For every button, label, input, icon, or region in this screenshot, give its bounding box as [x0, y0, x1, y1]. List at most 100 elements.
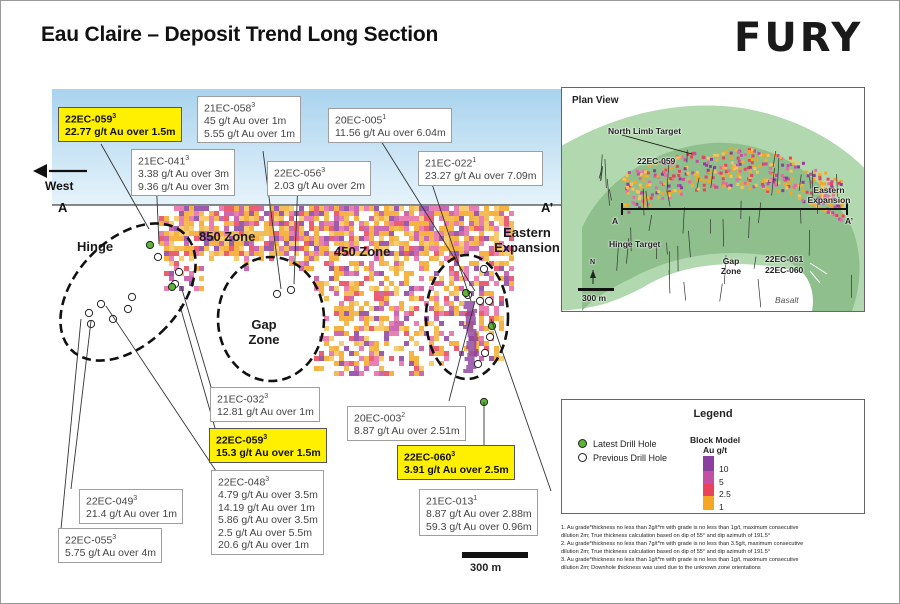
callout-hole-id: 22EC-0493: [86, 495, 138, 508]
legend-title: Legend: [693, 408, 733, 420]
zone-hinge: Hinge: [77, 239, 114, 254]
latest-drill-hole-marker: [145, 240, 155, 250]
previous-drill-hole-icon: [578, 453, 587, 462]
plan-scale: 300 m: [582, 293, 607, 303]
legend-latest: Latest Drill Hole: [578, 439, 657, 449]
footnote-line: dilution 2m; True thickness calculation …: [561, 549, 771, 555]
callout-hole-id: 21EC-0131: [426, 495, 478, 508]
block-model-value-10: 10: [719, 464, 729, 474]
latest-drill-hole-marker: [167, 282, 177, 292]
legend: Legend Latest Drill Hole Previous Drill …: [561, 399, 865, 514]
previous-drill-hole-marker: [127, 292, 137, 302]
callout-22ec-048: 22EC-0483 4.79 g/t Au over 3.5m 14.19 g/t …: [211, 470, 324, 555]
zone-gap: Gap Zone: [248, 317, 280, 347]
callout-intercept: 11.56 g/t Au over 6.04m: [335, 127, 446, 139]
callout-intercept: 15.3 g/t Au over 1.5m: [216, 447, 321, 459]
plan-view-inset: Plan View North Limb Target 22EC-059 Eas…: [561, 87, 865, 312]
plan-gap-zone: Gap Zone: [720, 256, 742, 276]
footnotes: 1. Au grade*thickness no less than 2g/t*…: [561, 524, 881, 572]
previous-drill-hole-marker: [479, 264, 489, 274]
callout-intercept: 2.5 g/t Au over 5.5m: [218, 526, 312, 539]
callout-22ec-059-b: 22EC-0593 15.3 g/t Au over 1.5m: [209, 428, 327, 463]
drill-holes: [84, 240, 497, 407]
plan-north-limb-target: North Limb Target: [608, 126, 682, 136]
callout-hole-id: 22EC-0593: [65, 113, 117, 126]
callout-hole-id: 20EC-0032: [354, 412, 406, 425]
callout-intercept: 59.3 g/t Au over 0.96m: [426, 520, 532, 533]
callout-intercept: 5.86 g/t Au over 3.5m: [218, 514, 318, 526]
figure-title: Eau Claire – Deposit Trend Long Section: [41, 23, 439, 46]
callout-intercept: 14.19 g/t Au over 1m: [218, 501, 315, 514]
block-model-value-1: 1: [719, 502, 724, 512]
previous-drill-hole-marker: [272, 289, 282, 299]
block-model-value-2-5: 2.5: [719, 489, 731, 499]
previous-drill-hole-marker: [286, 285, 296, 295]
previous-drill-hole-marker: [123, 304, 133, 314]
callout-22ec-056: 22EC-0563 2.03 g/t Au over 2m: [267, 161, 372, 196]
legend-previous: Previous Drill Hole: [578, 453, 667, 463]
callout-intercept: 22.77 g/t Au over 1.5m: [65, 126, 176, 138]
callout-20ec-005: 20EC-0051 11.56 g/t Au over 6.04m: [328, 108, 452, 143]
callout-hole-id: 22EC-0563: [274, 167, 326, 180]
footnote-line: dilution 2m; True thickness calculation …: [561, 533, 771, 539]
plan-view-map: [562, 105, 864, 311]
section-scale-label: 300 m: [470, 562, 502, 574]
west-label: West: [45, 179, 74, 193]
callout-intercept: 20.6 g/t Au over 1m: [218, 539, 310, 551]
previous-drill-hole-marker: [153, 252, 163, 262]
previous-drill-hole-marker: [96, 299, 106, 309]
callout-20ec-003: 20EC-0032 8.87 g/t Au over 2.51m: [347, 406, 466, 441]
callout-22ec-049: 22EC-0493 21.4 g/t Au over 1m: [79, 489, 184, 524]
plan-view-title: Plan View: [572, 95, 619, 106]
callout-intercept: 45 g/t Au over 1m: [204, 115, 287, 127]
footnote-line: 2. Au grade*thickness no less than 7g/t*…: [561, 541, 804, 547]
callout-hole-id: 22EC-0483: [218, 476, 270, 489]
plan-hole-22ec-060: 22EC-060: [765, 265, 804, 275]
previous-drill-hole-marker: [174, 267, 184, 277]
block-model-title: Block Model Au g/t: [690, 435, 741, 455]
plan-hinge-target: Hinge Target: [609, 239, 661, 249]
fury-logo: FURY: [734, 15, 864, 61]
callout-hole-id: 22EC-0603: [404, 451, 456, 464]
plan-hole-22ec-059: 22EC-059: [637, 156, 676, 166]
zone-850: 850 Zone: [199, 229, 256, 244]
callout-22ec-059-a: 22EC-0593 22.77 g/t Au over 1.5m: [58, 107, 182, 142]
callout-hole-id: 21EC-0221: [425, 157, 477, 170]
callout-21ec-022: 21EC-0221 23.27 g/t Au over 7.09m: [418, 151, 543, 186]
callout-intercept: 4.79 g/t Au over 3.5m: [218, 489, 318, 501]
callout-intercept: 3.38 g/t Au over 3m: [138, 168, 230, 180]
callout-22ec-060: 22EC-0603 3.91 g/t Au over 2.5m: [397, 445, 515, 480]
callout-intercept: 12.81 g/t Au over 1m: [217, 406, 314, 418]
callout-hole-id: 21EC-0583: [204, 102, 256, 115]
block-model-value-5: 5: [719, 477, 724, 487]
callout-intercept: 5.75 g/t Au over 4m: [65, 547, 157, 559]
callout-intercept: 3.91 g/t Au over 2.5m: [404, 464, 509, 476]
previous-drill-hole-marker: [84, 308, 94, 318]
previous-drill-hole-marker: [475, 296, 485, 306]
callout-intercept: 8.87 g/t Au over 2.88m: [426, 508, 532, 520]
footnote-line: 1. Au grade*thickness no less than 2g/t*…: [561, 525, 799, 531]
zone-eastern-expansion: Eastern Expansion: [494, 225, 560, 255]
callout-hole-id: 22EC-0593: [216, 434, 268, 447]
previous-drill-hole-marker: [108, 314, 118, 324]
plan-a-right: A’: [845, 216, 854, 226]
previous-drill-hole-marker: [485, 332, 495, 342]
block-model: [159, 206, 514, 376]
latest-drill-hole-icon: [578, 439, 587, 448]
section-a-right: A’: [541, 200, 554, 215]
callout-intercept: 8.87 g/t Au over 2.51m: [354, 425, 460, 437]
previous-drill-hole-marker: [473, 359, 483, 369]
callout-intercept: 9.36 g/t Au over 3m: [138, 180, 230, 193]
callout-21ec-058: 21EC-0583 45 g/t Au over 1m 5.55 g/t Au ov…: [197, 96, 302, 143]
plan-north-arrow: N: [590, 259, 596, 266]
previous-drill-hole-marker: [480, 348, 490, 358]
footnote-line: 3. Au grade*thickness no less than 1g/t*…: [561, 557, 799, 563]
callout-intercept: 21.4 g/t Au over 1m: [86, 508, 178, 520]
callout-intercept: 2.03 g/t Au over 2m: [274, 180, 366, 192]
zone-outlines: [59, 222, 510, 383]
west-arrow: [33, 164, 87, 178]
plan-eastern-expansion: Eastern Expansion: [807, 185, 851, 205]
previous-drill-hole-marker: [484, 296, 494, 306]
callout-21ec-032: 21EC-0323 12.81 g/t Au over 1m: [210, 387, 320, 422]
